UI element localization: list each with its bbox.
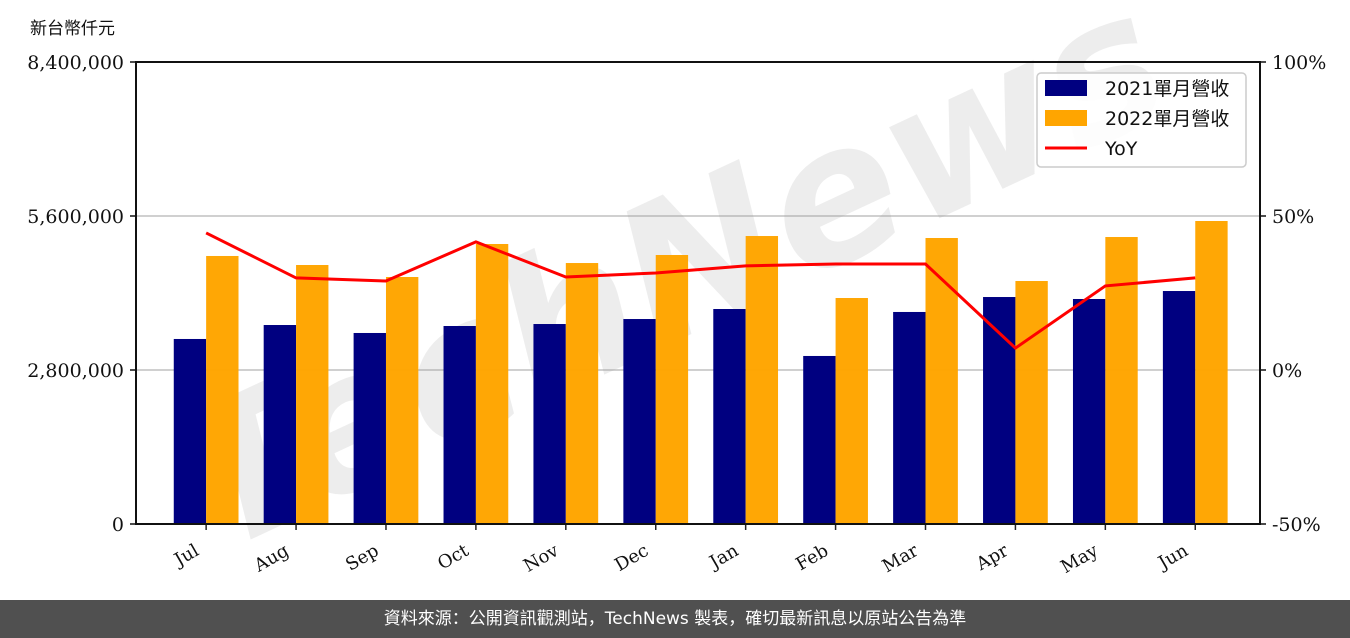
x-tick-label: Mar <box>879 540 923 577</box>
bar-2022 <box>925 238 958 524</box>
bar-2022 <box>1015 281 1048 524</box>
x-tick-label: Nov <box>520 540 563 577</box>
bar-2022 <box>1195 221 1228 524</box>
bar-2021 <box>1072 298 1106 524</box>
bar-2022 <box>565 263 599 524</box>
bar-2022 <box>835 298 868 524</box>
bar-2022 <box>296 265 329 524</box>
bar-2021 <box>533 324 566 524</box>
bar-2022 <box>385 276 419 524</box>
x-tick-label: May <box>1057 540 1102 578</box>
x-tick-label: Oct <box>434 540 473 575</box>
y-tick-label: 8,400,000 <box>27 52 124 74</box>
bar-2021 <box>173 338 207 524</box>
bar-2022 <box>206 255 239 525</box>
bar-2021 <box>353 332 386 524</box>
y-tick-label: 2,800,000 <box>27 360 124 382</box>
bar-2021 <box>1162 291 1196 524</box>
x-tick-label: Feb <box>792 540 832 575</box>
legend-label: 2022單月營收 <box>1105 108 1229 130</box>
x-tick-label: Apr <box>972 540 1012 575</box>
y-axis-unit-label: 新台幣仟元 <box>30 19 115 39</box>
y2-tick-label: 100% <box>1272 52 1326 74</box>
y-tick-label: 5,600,000 <box>27 206 124 228</box>
bar-2021 <box>803 355 836 524</box>
plot-frame <box>135 61 1261 525</box>
x-tick-label: Jul <box>169 540 203 572</box>
bar-2021 <box>893 311 926 524</box>
bar-2021 <box>623 319 656 524</box>
legend-swatch <box>1045 110 1087 126</box>
bar-2022 <box>1105 237 1138 524</box>
y2-tick-label: 0% <box>1272 360 1302 382</box>
source-footer: 資料來源：公開資訊觀測站，TechNews 製表，確切最新訊息以原站公告為準 <box>0 600 1350 638</box>
legend-label: 2021單月營收 <box>1105 78 1229 100</box>
legend-swatch <box>1045 80 1087 96</box>
y-tick-label: 0 <box>112 514 124 536</box>
bar-2022 <box>745 236 779 524</box>
x-tick-label: Sep <box>342 540 382 575</box>
bar-2021 <box>443 326 476 524</box>
x-tick-label: Jun <box>1153 540 1192 575</box>
bar-2021 <box>263 325 297 524</box>
yoy-line <box>205 231 1196 351</box>
legend-box <box>1036 72 1247 168</box>
bar-2022 <box>475 243 509 524</box>
x-tick-label: Jan <box>704 540 742 574</box>
y2-tick-label: 50% <box>1272 206 1314 228</box>
bar-2021 <box>713 309 746 524</box>
x-tick-label: Dec <box>611 540 652 576</box>
bar-2022 <box>655 254 689 524</box>
legend-label: YoY <box>1104 138 1138 160</box>
y2-tick-label: -50% <box>1272 514 1321 536</box>
